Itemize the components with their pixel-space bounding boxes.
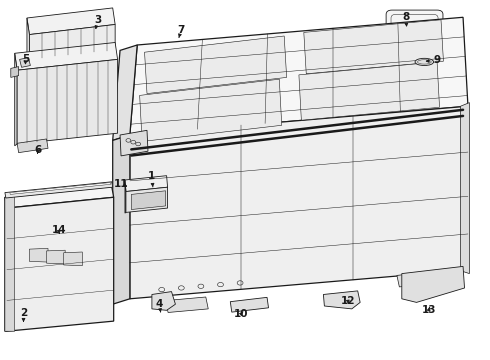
Polygon shape [17,59,118,144]
Polygon shape [125,176,168,192]
Polygon shape [130,17,468,135]
Polygon shape [461,103,469,274]
Text: 2: 2 [20,308,27,321]
Polygon shape [64,252,82,266]
Polygon shape [113,45,137,140]
Polygon shape [15,53,17,146]
Polygon shape [323,291,360,309]
Polygon shape [5,196,15,331]
Text: 10: 10 [234,309,248,319]
Polygon shape [17,139,48,153]
Polygon shape [140,79,282,141]
Polygon shape [27,8,115,35]
Polygon shape [120,130,148,156]
Polygon shape [131,191,166,210]
Polygon shape [15,42,118,70]
Polygon shape [5,186,114,208]
Polygon shape [397,272,429,287]
FancyBboxPatch shape [386,10,443,54]
Polygon shape [152,292,175,310]
Polygon shape [230,297,269,312]
Polygon shape [29,24,115,59]
Polygon shape [7,197,114,331]
Polygon shape [304,20,443,74]
Polygon shape [5,182,113,198]
Polygon shape [299,62,440,120]
Text: 5: 5 [22,54,29,64]
Text: 12: 12 [341,296,355,306]
Polygon shape [126,187,168,212]
Polygon shape [27,18,29,61]
Polygon shape [125,180,126,213]
Polygon shape [29,248,48,262]
Text: 11: 11 [114,179,129,189]
Text: 7: 7 [177,24,185,37]
Polygon shape [113,135,130,304]
Polygon shape [166,297,208,312]
Text: 8: 8 [402,12,409,26]
Polygon shape [5,197,7,331]
Text: 4: 4 [155,299,163,312]
Text: 14: 14 [51,225,66,235]
Polygon shape [10,183,111,194]
Polygon shape [145,36,287,94]
Ellipse shape [415,58,434,66]
Text: 13: 13 [421,305,436,315]
Polygon shape [20,58,30,67]
Polygon shape [47,250,65,264]
Text: 9: 9 [426,55,441,66]
Text: 1: 1 [148,171,155,187]
Polygon shape [130,106,468,299]
Text: 6: 6 [35,145,42,156]
Polygon shape [402,266,465,302]
Polygon shape [11,67,19,77]
Text: 3: 3 [95,15,101,28]
